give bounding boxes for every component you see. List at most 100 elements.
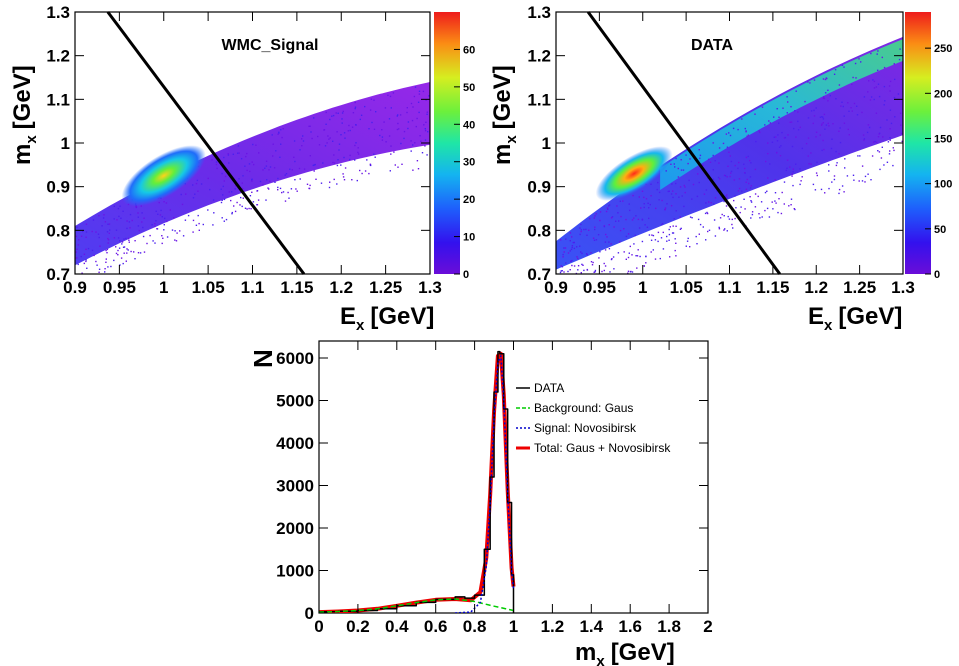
density-point — [685, 154, 687, 156]
density-point — [564, 247, 567, 249]
density-point — [771, 141, 774, 143]
x-tick-label: 1.2 — [541, 617, 565, 636]
density-point — [617, 212, 619, 214]
density-point — [608, 248, 611, 250]
density-point — [417, 101, 420, 103]
density-point — [383, 121, 385, 123]
density-point — [608, 224, 610, 226]
density-point — [833, 73, 836, 75]
density-point — [718, 162, 720, 164]
density-point — [390, 153, 392, 155]
density-point — [619, 241, 621, 243]
density-point — [678, 196, 680, 198]
density-point — [857, 155, 859, 157]
density-point — [629, 245, 631, 248]
density-point — [343, 156, 345, 159]
density-point — [567, 252, 570, 254]
colorbar-tick-label: 50 — [463, 82, 475, 94]
density-point — [163, 201, 165, 203]
density-point — [780, 212, 783, 215]
density-point — [579, 227, 581, 229]
density-point — [83, 262, 85, 265]
density-point — [819, 134, 821, 136]
density-point — [361, 172, 363, 175]
density-point — [709, 161, 712, 163]
density-point — [108, 232, 110, 234]
density-point — [202, 223, 204, 226]
density-point — [311, 137, 313, 140]
density-point — [838, 130, 840, 132]
density-point — [157, 213, 159, 215]
density-point — [662, 231, 664, 234]
density-point — [667, 190, 669, 193]
density-point — [115, 252, 118, 255]
density-point — [597, 234, 600, 236]
density-point — [246, 152, 248, 155]
density-point — [725, 205, 728, 207]
density-point — [343, 132, 346, 134]
density-point — [594, 215, 596, 217]
density-point — [887, 141, 890, 143]
x-tick-label: 1.2 — [329, 278, 353, 297]
density-point — [783, 137, 786, 139]
density-point — [712, 154, 714, 157]
density-point — [738, 187, 741, 190]
density-point — [593, 271, 595, 273]
density-point — [121, 243, 123, 245]
density-point — [703, 193, 706, 195]
density-point — [137, 216, 139, 218]
density-point — [632, 194, 634, 197]
density-point — [277, 133, 279, 135]
density-point — [658, 199, 660, 201]
density-point — [627, 270, 630, 272]
density-point — [282, 191, 285, 193]
density-point — [302, 140, 305, 142]
density-point — [835, 150, 837, 153]
density-point — [251, 191, 253, 193]
density-point — [635, 215, 637, 217]
density-point — [646, 226, 649, 228]
density-point — [900, 132, 903, 135]
density-point — [569, 240, 571, 242]
density-point — [688, 179, 690, 182]
density-point — [820, 124, 823, 126]
density-point — [610, 243, 612, 245]
density-point — [707, 230, 709, 233]
density-point — [795, 163, 797, 165]
density-point — [411, 119, 414, 122]
density-point — [848, 110, 850, 112]
density-point — [754, 193, 757, 195]
density-point — [609, 271, 611, 273]
density-point — [838, 153, 840, 155]
density-point — [733, 179, 735, 181]
density-point — [301, 145, 303, 147]
density-point — [687, 237, 689, 240]
density-point — [253, 163, 255, 166]
density-point — [107, 242, 109, 244]
density-point — [737, 128, 739, 131]
density-point — [870, 96, 873, 98]
density-point — [216, 167, 218, 170]
density-point — [375, 111, 377, 113]
density-point — [659, 257, 661, 260]
density-point — [814, 189, 817, 191]
density-point — [250, 208, 252, 210]
density-point — [107, 223, 109, 225]
density-point — [211, 159, 213, 161]
density-point — [85, 231, 88, 233]
density-point — [381, 136, 384, 138]
density-point — [222, 194, 224, 196]
density-point — [725, 195, 727, 197]
density-point — [778, 198, 780, 200]
density-point — [786, 112, 788, 114]
density-point — [269, 180, 271, 182]
density-point — [827, 122, 829, 125]
density-point — [698, 233, 700, 235]
density-point — [673, 218, 675, 220]
density-point — [723, 229, 725, 231]
density-point — [641, 190, 644, 192]
density-point — [418, 93, 421, 95]
density-point — [268, 188, 270, 190]
density-point — [664, 207, 667, 209]
density-point — [692, 183, 695, 186]
